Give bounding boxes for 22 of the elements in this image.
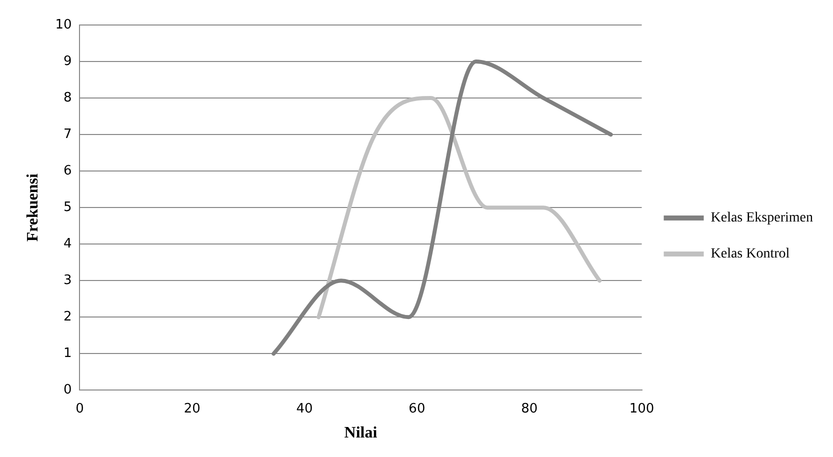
y-tick-label: 1 — [63, 346, 72, 362]
x-tick-label: 0 — [76, 401, 84, 416]
x-tick-label: 60 — [408, 401, 426, 416]
x-tick-label: 20 — [184, 401, 200, 416]
legend-label: Kelas Kontrol — [710, 246, 790, 262]
y-axis-title: Frekuensi — [24, 172, 42, 242]
y-tick-label: 2 — [63, 310, 72, 325]
y-tick-label: 3 — [63, 273, 72, 288]
y-tick-label: 6 — [63, 163, 72, 178]
y-tick-label: 5 — [63, 200, 72, 215]
y-tick-label: 10 — [55, 17, 72, 32]
legend-label: Kelas Eksperimen — [710, 210, 814, 226]
line-series — [316, 96, 602, 320]
y-tick-label: 4 — [63, 236, 72, 252]
x-axis-title: Nilai — [344, 424, 378, 442]
x-tick-label: 40 — [296, 401, 313, 416]
x-tick-label: 80 — [521, 401, 538, 416]
y-tick-label: 9 — [63, 54, 72, 69]
x-tick-label: 100 — [629, 401, 654, 416]
y-tick-label: 0 — [63, 382, 72, 398]
y-tick-label: 7 — [63, 126, 72, 142]
y-tick-label: 8 — [63, 90, 72, 106]
